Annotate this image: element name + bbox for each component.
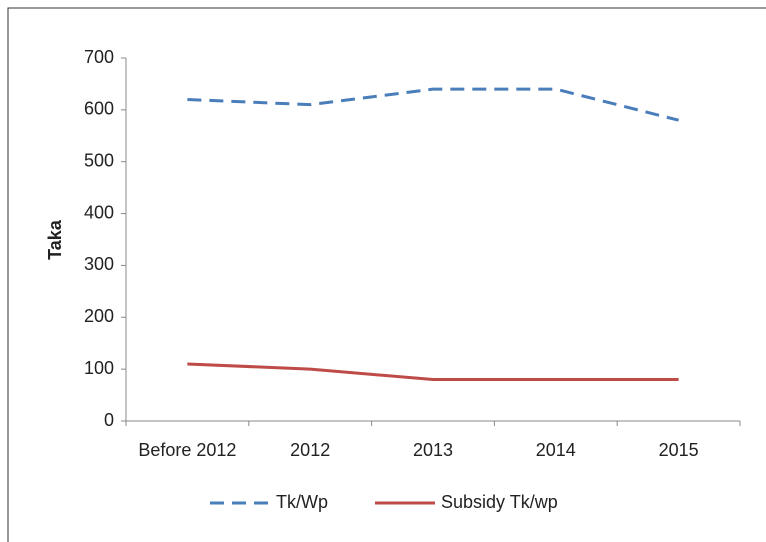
- x-tick-label: 2013: [413, 440, 453, 460]
- y-tick-label: 0: [104, 410, 114, 430]
- y-axis-title: Taka: [45, 219, 65, 260]
- y-tick-label: 300: [84, 254, 114, 274]
- legend-label: Tk/Wp: [276, 492, 328, 512]
- y-tick-label: 400: [84, 202, 114, 222]
- frame: [7, 7, 766, 542]
- y-tick-label: 600: [84, 99, 114, 119]
- legend-label: Subsidy Tk/wp: [441, 492, 558, 512]
- y-tick-label: 200: [84, 306, 114, 326]
- series-line: [187, 362, 679, 382]
- x-tick-label: Before 2012: [138, 440, 236, 460]
- y-tick-label: 700: [84, 47, 114, 67]
- y-tick-label: 100: [84, 358, 114, 378]
- y-tick-label: 500: [84, 150, 114, 170]
- series-line: [187, 87, 679, 122]
- x-tick-label: 2015: [659, 440, 699, 460]
- x-tick-label: 2012: [290, 440, 330, 460]
- x-tick-label: 2014: [536, 440, 576, 460]
